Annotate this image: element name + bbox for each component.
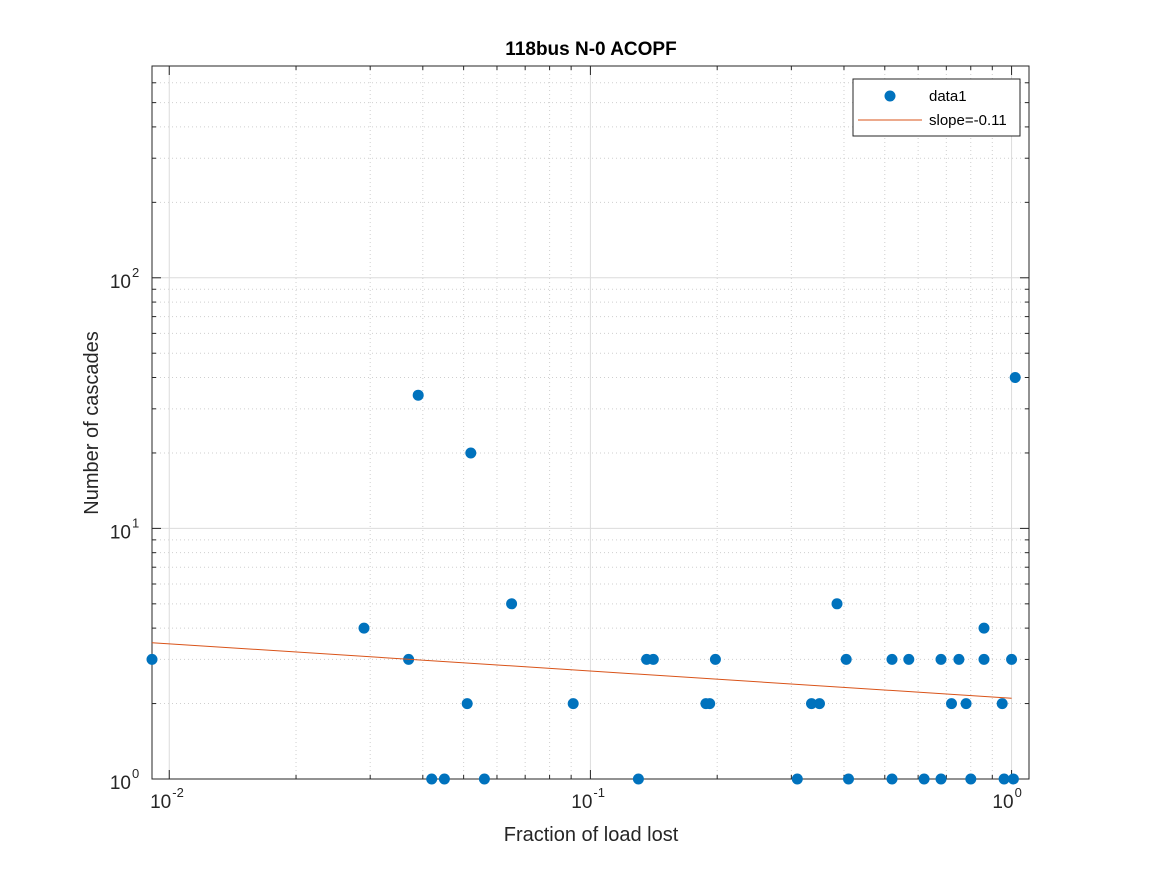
data-point — [840, 653, 852, 665]
x-tick-label: 10 -2 — [150, 785, 184, 813]
data-point — [791, 773, 803, 785]
x-tick-label-exp: 0 — [1015, 785, 1022, 800]
tick-labels: 10 -2 10 -1 10 010 010 110 2 — [110, 265, 1022, 813]
legend-entry-label: data1 — [929, 88, 967, 105]
data-point — [506, 598, 518, 610]
data-point — [843, 773, 854, 785]
legend-marker-swatch — [884, 90, 896, 102]
legend: data1 slope=-0.11 — [852, 78, 1021, 137]
y-tick-label-base: 10 — [110, 773, 131, 794]
y-tick-label-exp: 1 — [132, 515, 139, 530]
data-point — [903, 653, 915, 665]
x-axis-label: Fraction of load lost — [504, 824, 679, 846]
x-tick-label: 10 -1 — [571, 785, 605, 813]
data-point — [704, 698, 716, 710]
data-point — [461, 698, 473, 710]
data-point — [978, 622, 990, 634]
data-point — [478, 773, 490, 785]
x-tick-label-base: 10 — [571, 792, 592, 813]
data-point — [567, 698, 579, 710]
y-tick-label-exp: 2 — [132, 265, 139, 280]
y-axis-label: Number of cascades — [81, 331, 103, 514]
data-point — [886, 653, 898, 665]
data-point — [412, 389, 424, 401]
data-point — [946, 698, 957, 710]
data-point — [831, 598, 843, 610]
data-point — [1009, 372, 1021, 383]
x-tick-label-exp: -1 — [593, 785, 605, 800]
data-point — [918, 773, 930, 785]
x-tick-label-base: 10 — [150, 792, 171, 813]
y-tick-label-base: 10 — [110, 522, 131, 543]
data-point — [438, 773, 450, 785]
legend-entry-label: slope=-0.11 — [929, 112, 1007, 129]
data-point — [886, 773, 898, 785]
y-tick-label: 10 0 — [110, 766, 139, 794]
y-tick-label-base: 10 — [110, 272, 131, 293]
data-point — [1006, 653, 1018, 665]
axis-ticks — [152, 65, 1029, 780]
data-point — [814, 698, 825, 710]
data-point — [978, 653, 990, 665]
data-point — [806, 698, 817, 710]
data-point — [146, 653, 158, 665]
data-point — [632, 773, 644, 785]
fit-line — [151, 642, 1012, 699]
x-tick-label: 10 0 — [992, 785, 1021, 813]
data-point — [647, 653, 659, 665]
data-point — [953, 653, 965, 665]
data-point — [465, 447, 477, 459]
y-tick-label-exp: 0 — [132, 766, 139, 781]
x-tick-label-exp: -2 — [172, 785, 184, 800]
data-point — [965, 773, 977, 785]
series-layer — [146, 372, 1021, 785]
data-point — [1007, 773, 1019, 785]
chart-title: 118bus N-0 ACOPF — [505, 39, 676, 60]
legend-box — [852, 78, 1021, 137]
data-point — [935, 653, 947, 665]
data-point — [996, 698, 1008, 710]
data-point — [358, 622, 370, 634]
data-point — [709, 653, 721, 665]
data-point — [426, 773, 438, 785]
y-tick-label: 10 2 — [110, 265, 139, 293]
data-point — [960, 698, 972, 710]
y-tick-label: 10 1 — [110, 515, 139, 543]
minor-gridlines — [152, 65, 1029, 779]
data-point — [998, 773, 1010, 785]
x-tick-label-base: 10 — [992, 792, 1013, 813]
data-point — [935, 773, 947, 785]
